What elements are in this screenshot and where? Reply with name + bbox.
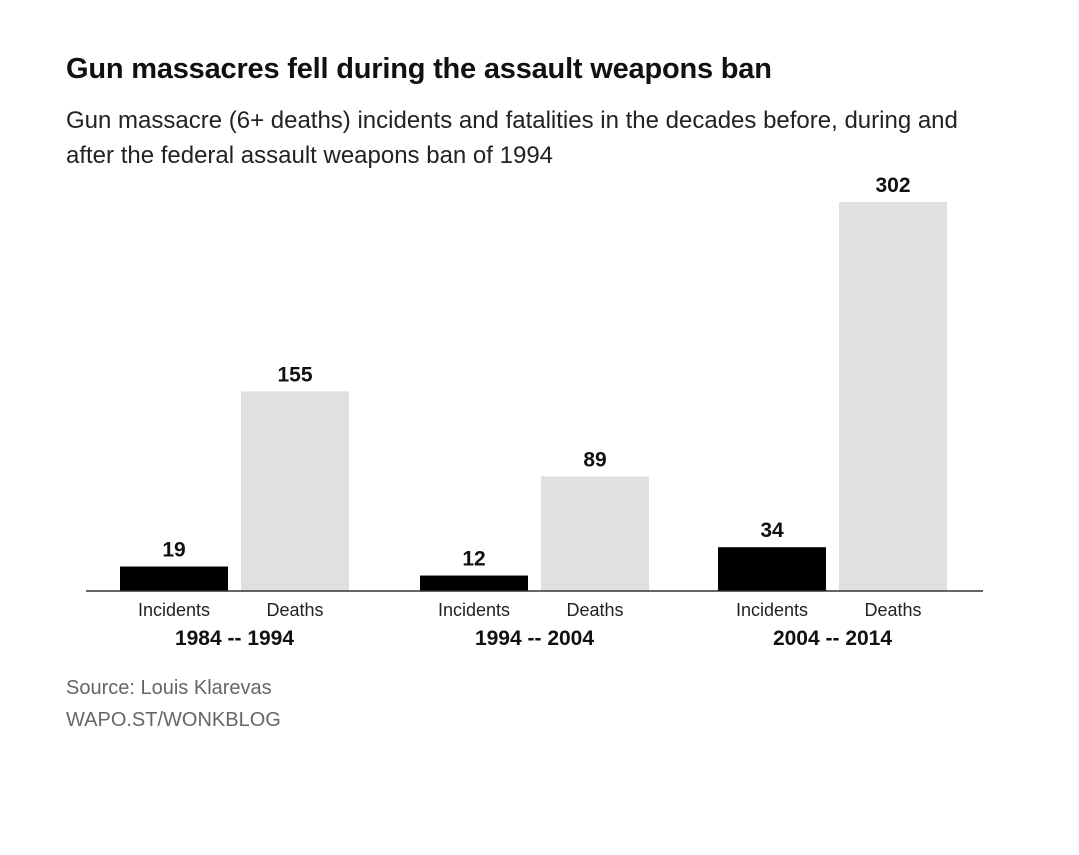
deaths-bar (839, 202, 947, 591)
deaths-series-label: Deaths (864, 600, 921, 620)
deaths-bar (241, 391, 349, 591)
incidents-bar (120, 566, 228, 591)
category-label: 2004 -- 2014 (773, 627, 892, 650)
incidents-bar (718, 547, 826, 591)
deaths-value-label: 302 (875, 174, 910, 197)
chart-title: Gun massacres fell during the assault we… (66, 53, 772, 85)
deaths-value-label: 155 (277, 363, 312, 386)
incidents-series-label: Incidents (438, 600, 510, 620)
source-note: Source: Louis Klarevas (66, 677, 272, 699)
category-label: 1994 -- 2004 (475, 627, 594, 650)
incidents-value-label: 34 (760, 519, 784, 542)
deaths-value-label: 89 (583, 448, 606, 471)
deaths-bar (541, 476, 649, 591)
deaths-series-label: Deaths (266, 600, 323, 620)
deaths-series-label: Deaths (566, 600, 623, 620)
incidents-bar (420, 575, 528, 591)
category-label: 1984 -- 1994 (175, 627, 294, 650)
chart-subtitle: Gun massacre (6+ deaths) incidents and f… (66, 107, 958, 169)
credit-note: WAPO.ST/WONKBLOG (66, 709, 281, 731)
incidents-value-label: 19 (162, 539, 185, 562)
incidents-series-label: Incidents (138, 600, 210, 620)
incidents-series-label: Incidents (736, 600, 808, 620)
incidents-value-label: 12 (462, 548, 485, 571)
